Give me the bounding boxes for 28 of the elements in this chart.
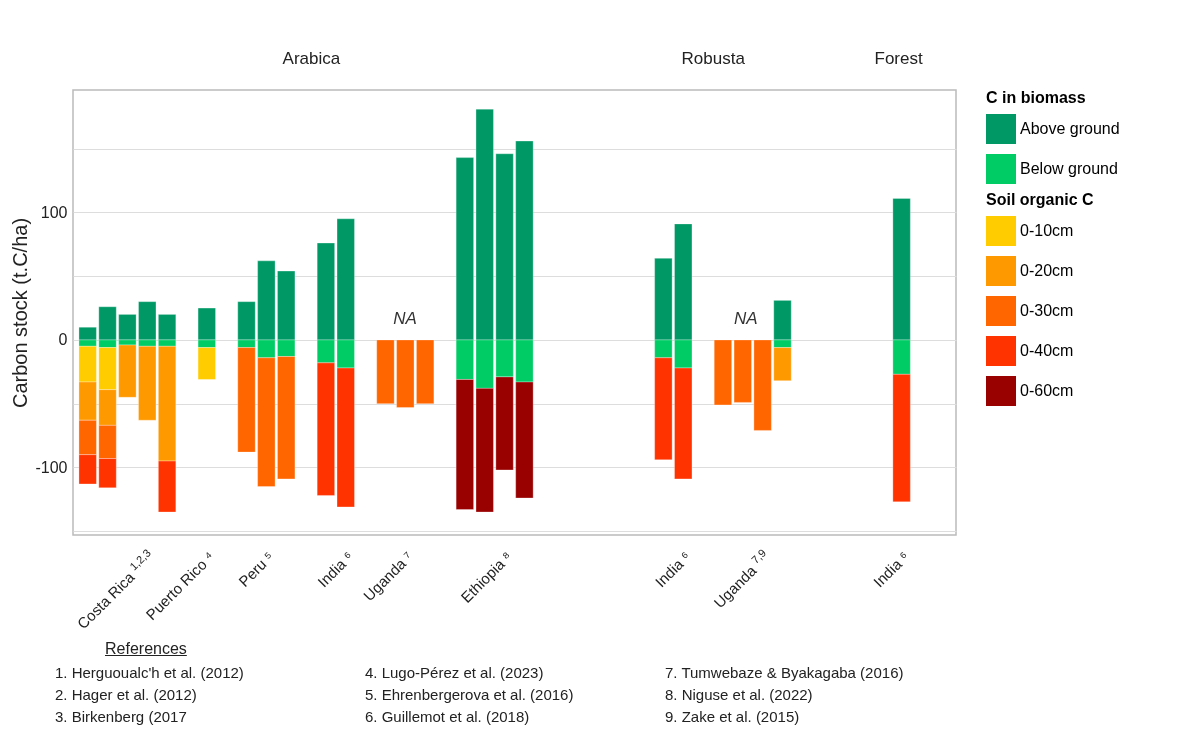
legend-label: 0-30cm (1020, 302, 1074, 319)
y-tick-label: 0 (58, 331, 68, 349)
y-tick-label: 100 (40, 203, 68, 221)
annotation: NA (734, 308, 758, 328)
text: Arabica (282, 49, 341, 68)
text: 9. Zake et al. (2015) (665, 708, 801, 727)
annotation: NA (393, 308, 417, 328)
text: 6. Guillemot et al. (2018) (365, 708, 531, 727)
text: References (105, 640, 188, 658)
text: 3. Birkenberg (2017 (55, 708, 188, 727)
text: 2. Hager et al. (2012) (55, 686, 198, 705)
text: 1. Herguoualc'h et al. (2012) (55, 664, 245, 683)
legend-label: 0-40cm (1020, 342, 1074, 359)
legend-label: 0-60cm (1020, 382, 1074, 399)
text: C in biomass (986, 89, 1086, 106)
y-tick-label: -100 (35, 458, 68, 476)
text: 5. Ehrenbergerova et al. (2016) (365, 686, 575, 705)
legend-label: 0-10cm (1020, 222, 1074, 239)
text: 4. Lugo-Pérez et al. (2023) (365, 664, 545, 683)
y-axis-title: Carbon stock (t.C/ha) (9, 217, 32, 409)
legend-label: 0-20cm (1020, 262, 1074, 279)
text: Forest (874, 49, 923, 68)
legend-label: Below ground (1020, 160, 1118, 177)
text: 8. Niguse et al. (2022) (665, 686, 814, 705)
text: Soil organic C (986, 191, 1094, 208)
text: 7. Tumwebaze & Byakagaba (2016) (665, 664, 905, 683)
legend-label: Above ground (1020, 120, 1120, 137)
text: Robusta (681, 49, 746, 68)
